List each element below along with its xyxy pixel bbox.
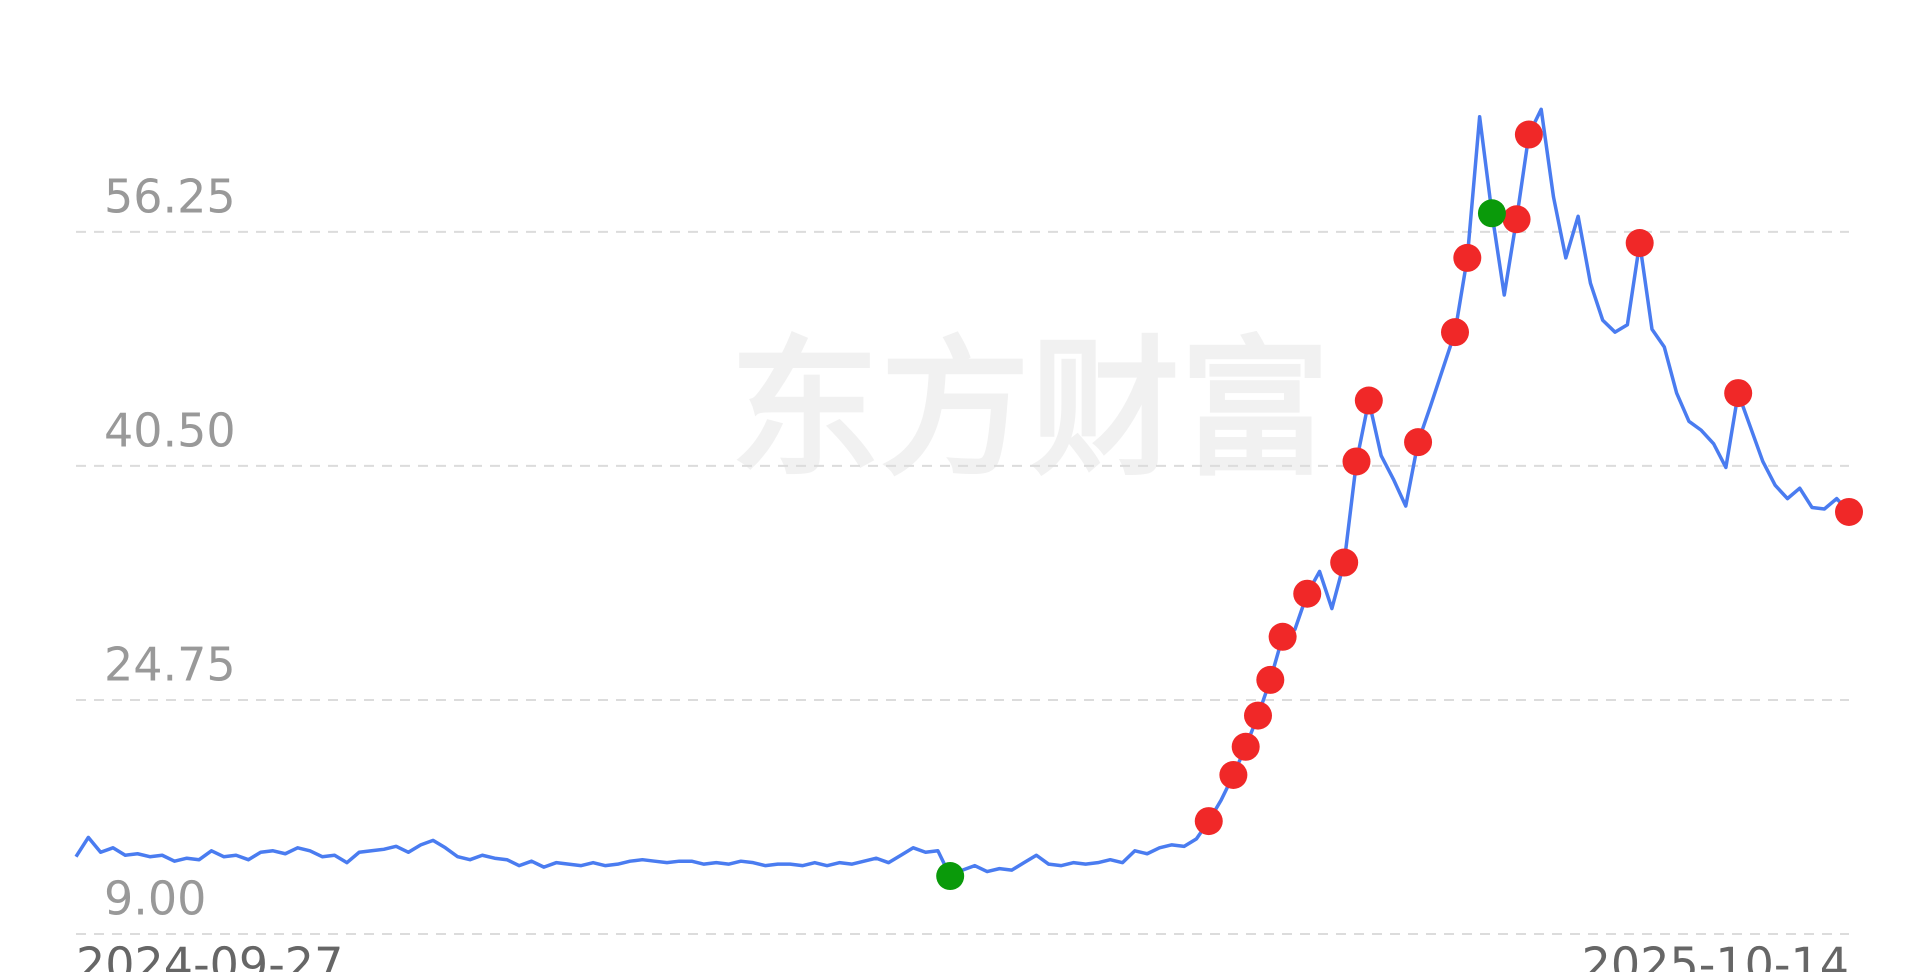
signal-point: [1330, 548, 1359, 577]
signal-point: [1477, 199, 1506, 228]
signal-point: [1342, 447, 1371, 476]
y-tick-label: 56.25: [104, 169, 236, 223]
signal-point: [1293, 579, 1322, 608]
signal-point: [1354, 386, 1383, 415]
signal-point: [1219, 761, 1248, 790]
y-tick-label: 40.50: [104, 403, 236, 457]
signal-point: [1441, 318, 1469, 347]
x-tick-label: 2025-10-14: [1582, 938, 1849, 972]
signal-point: [1404, 428, 1433, 457]
signal-point: [1244, 701, 1272, 730]
signal-point: [1256, 665, 1285, 694]
signal-point: [1453, 243, 1482, 272]
watermark: 东方财富: [730, 323, 1330, 497]
signal-point: [1514, 120, 1543, 149]
signal-point: [1194, 807, 1223, 836]
signal-point: [1502, 205, 1531, 234]
signal-point: [1625, 229, 1654, 258]
signal-point: [1231, 732, 1260, 761]
signal-point: [1268, 622, 1297, 651]
signal-point: [1724, 379, 1753, 408]
signal-point: [936, 862, 965, 891]
signal-point: [1835, 497, 1863, 526]
y-tick-label: 9.00: [104, 872, 206, 926]
x-tick-label: 2024-09-27: [76, 938, 343, 972]
y-tick-label: 24.75: [104, 637, 236, 691]
